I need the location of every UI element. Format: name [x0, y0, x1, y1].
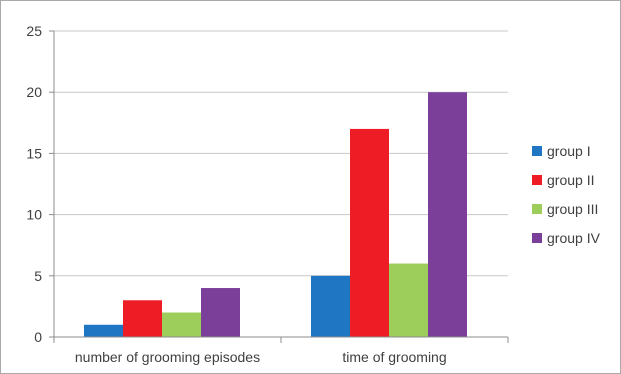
legend-label: group I [547, 143, 591, 159]
y-tick-label: 25 [26, 23, 42, 39]
bar [123, 300, 162, 337]
axes [53, 31, 509, 343]
bar [311, 275, 350, 337]
category-label: time of grooming [342, 349, 446, 365]
legend-swatch [532, 146, 542, 156]
legend-label: group II [547, 172, 594, 188]
y-axis-ticks: 0 5 10 15 20 25 [26, 23, 54, 345]
legend: group I group II group III group IV [532, 143, 601, 246]
category-labels: number of grooming episodes time of groom… [75, 349, 447, 365]
y-tick-label: 20 [26, 84, 42, 100]
legend-swatch [532, 233, 542, 243]
bar [428, 92, 467, 337]
legend-swatch [532, 204, 542, 214]
legend-swatch [532, 175, 542, 185]
legend-label: group IV [547, 230, 601, 246]
bars [84, 92, 467, 337]
bar [350, 128, 389, 337]
y-tick-label: 15 [26, 145, 42, 161]
y-tick-label: 0 [34, 329, 42, 345]
bar [162, 312, 201, 337]
bar [84, 324, 123, 337]
y-tick-label: 10 [26, 207, 42, 223]
legend-label: group III [547, 201, 598, 217]
bar [201, 288, 240, 337]
y-tick-label: 5 [34, 268, 42, 284]
category-label: number of grooming episodes [75, 349, 260, 365]
bar [389, 263, 428, 337]
